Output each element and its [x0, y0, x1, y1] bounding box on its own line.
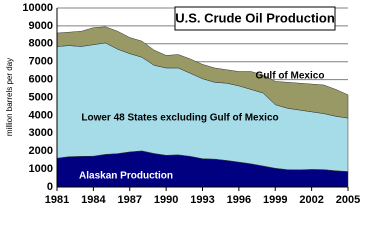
x-tick-label: 2002	[299, 194, 323, 206]
y-tick-label: 7000	[29, 56, 53, 68]
y-tick-label: 2000	[29, 145, 53, 157]
x-tick-label: 1993	[190, 194, 214, 206]
x-tick-label: 1999	[263, 194, 287, 206]
y-tick-label: 4000	[29, 109, 53, 121]
chart: U.S. Crude Oil Production million barrel…	[5, 2, 360, 206]
y-tick-label: 9000	[29, 20, 53, 32]
area	[56, 26, 349, 119]
y-axis-title: million barrels per day	[5, 58, 14, 136]
x-tick-label: 1984	[81, 194, 106, 206]
area-label: Gulf of Mexico	[256, 71, 325, 82]
chart-title: U.S. Crude Oil Production	[175, 10, 335, 25]
x-tick-label: 1987	[118, 194, 142, 206]
area-label: Lower 48 States excluding Gulf of Mexico	[81, 113, 278, 124]
area-label: Alaskan Production	[79, 171, 173, 182]
y-tick-label: 6000	[29, 74, 53, 86]
y-tick-label: 10000	[22, 2, 53, 14]
x-tick-label: 2005	[336, 194, 360, 206]
x-tick-label: 1990	[154, 194, 178, 206]
y-tick-label: 3000	[29, 127, 53, 139]
title-box	[174, 6, 336, 31]
y-tick-label: 5000	[29, 91, 53, 103]
y-tick-label: 1000	[29, 163, 53, 175]
y-tick-label: 8000	[29, 38, 53, 50]
x-tick-label: 1981	[45, 194, 69, 206]
y-tick-label: 0	[47, 181, 53, 193]
x-tick-label: 1996	[227, 194, 251, 206]
